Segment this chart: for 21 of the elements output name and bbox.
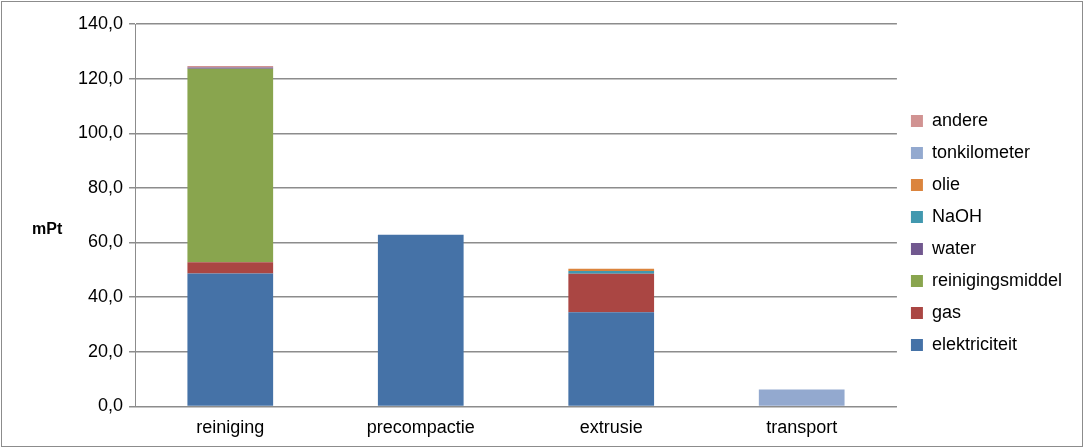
legend-label: tonkilometer <box>931 141 1030 162</box>
legend-label: olie <box>931 173 960 194</box>
legend-label: reinigingsmiddel <box>931 269 1063 290</box>
x-tick-label: reiniging <box>196 417 265 438</box>
y-tick-label: 40,0 <box>88 286 124 307</box>
x-tick-label: transport <box>766 417 838 438</box>
legend-label: water <box>930 237 976 258</box>
legend-label: NaOH <box>931 205 982 226</box>
y-tick-label: 120,0 <box>78 67 124 88</box>
y-tick-label: 80,0 <box>88 176 124 197</box>
y-tick-label: 100,0 <box>78 122 124 143</box>
y-tick-label: 60,0 <box>88 231 124 252</box>
x-tick-label: extrusie <box>579 417 643 438</box>
legend-label: gas <box>931 301 961 322</box>
y-tick-label: 20,0 <box>88 340 124 361</box>
legend-label: elektriciteit <box>931 333 1017 354</box>
x-tick-label: precompactie <box>366 417 475 438</box>
y-tick-label: 0,0 <box>98 395 124 416</box>
y-axis-title: mPt <box>32 219 63 237</box>
y-tick-label: 140,0 <box>78 12 124 33</box>
legend-label: andere <box>931 109 988 130</box>
